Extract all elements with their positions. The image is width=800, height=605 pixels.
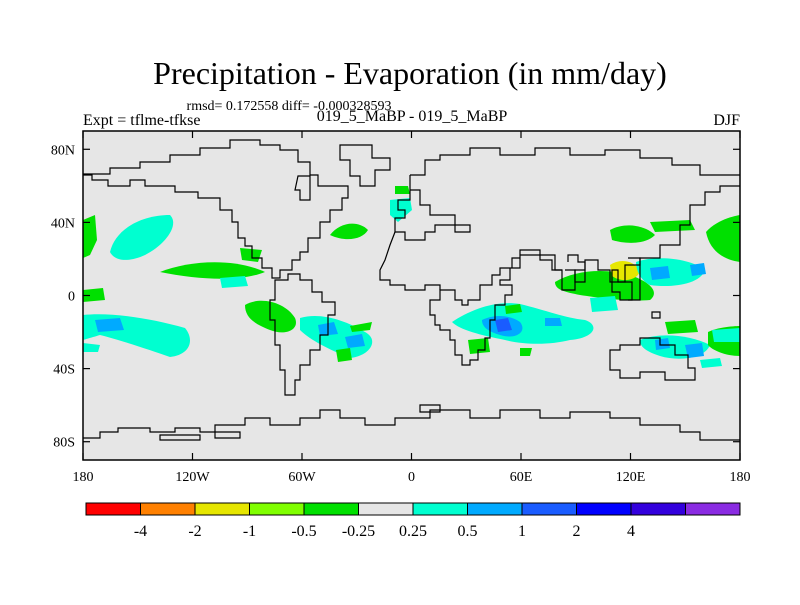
contour-region: [650, 266, 670, 280]
coastline: [214, 431, 241, 439]
contour-region: [350, 322, 372, 332]
colorbar-label: -2: [188, 523, 201, 540]
coastline: [394, 175, 471, 241]
colorbar-swatch: [630, 502, 686, 516]
colorbar-label: 1: [518, 523, 526, 540]
experiment-label: Expt = tflme-tfkse: [83, 112, 200, 129]
contour-region: [468, 338, 490, 354]
x-axis: 180 120W 60W 0 60E 120E 180: [73, 131, 751, 485]
coastline: [628, 257, 641, 301]
coastlines: [83, 139, 740, 441]
season-label: DJF: [713, 112, 740, 129]
contour-region: [706, 215, 740, 262]
contour-region: [110, 215, 174, 260]
colorbar-label: 4: [627, 523, 635, 540]
contour-region: [505, 304, 522, 314]
contour-region: [452, 303, 594, 344]
contour-region: [690, 263, 706, 276]
coastline: [565, 254, 586, 283]
coastline: [609, 337, 696, 381]
contour-region: [495, 318, 512, 332]
contour-region: [395, 186, 410, 194]
coastline: [294, 175, 311, 201]
contour-region: [336, 348, 352, 362]
coastline: [159, 434, 201, 441]
colorbar-swatch: [467, 502, 523, 516]
colorbar-swatch: [358, 502, 414, 516]
coastline: [83, 409, 740, 441]
contour-region: [83, 343, 100, 352]
contour-region: [95, 318, 124, 332]
y-tick-label: 0: [68, 290, 75, 305]
contour-region: [520, 348, 532, 356]
colorbar-swatch: [249, 502, 305, 516]
x-tick-label: 60W: [288, 470, 316, 485]
x-tick-label: 180: [73, 470, 94, 485]
colorbar-label: 0.5: [458, 523, 478, 540]
x-tick-label: 0: [408, 470, 415, 485]
colorbar-label: -1: [243, 523, 256, 540]
x-tick-label: 60E: [510, 470, 533, 485]
contour-region: [345, 334, 365, 348]
contour-region: [610, 225, 655, 243]
stats-label: rmsd= 0.172558 diff= -0.000328593: [187, 99, 392, 114]
coastline: [651, 311, 661, 319]
contour-region: [685, 343, 704, 358]
figure-title: Precipitation - Evaporation (in mm/day): [153, 55, 667, 91]
contour-region: [650, 220, 695, 232]
colorbar-label: -4: [134, 523, 147, 540]
coastline: [83, 139, 349, 279]
colorbar-swatch: [685, 502, 741, 516]
colorbar-label: 2: [573, 523, 581, 540]
contour-region: [712, 328, 740, 342]
x-tick-label: 180: [730, 470, 751, 485]
coastline: [339, 144, 391, 187]
colorbar-swatch: [85, 502, 141, 516]
colorbar-label: -0.25: [342, 523, 375, 540]
colorbar-swatch: [140, 502, 196, 516]
y-tick-label: 80N: [51, 143, 75, 158]
colorbar-swatch: [521, 502, 577, 516]
coastline: [379, 231, 441, 291]
coastline: [419, 404, 441, 413]
contour-region: [700, 358, 722, 368]
contour-region: [160, 262, 265, 279]
coastline: [429, 185, 740, 366]
contour-region: [83, 288, 105, 302]
contour-region: [83, 225, 88, 240]
coastline: [269, 273, 336, 396]
colorbar-label: -0.5: [291, 523, 316, 540]
contour-region: [655, 338, 670, 350]
y-tick-label: 40N: [51, 216, 75, 231]
colorbar-swatch: [576, 502, 632, 516]
y-axis: 80N 40N 0 40S 80S: [51, 143, 740, 451]
contour-region: [545, 318, 562, 326]
colorbar-swatch: [303, 502, 359, 516]
colorbar-swatch: [412, 502, 468, 516]
x-tick-label: 120W: [175, 470, 210, 485]
coastline: [540, 254, 562, 271]
contour-region: [590, 296, 618, 312]
y-tick-label: 80S: [53, 436, 75, 451]
contour-region: [665, 320, 698, 334]
contour-region: [330, 223, 368, 240]
x-tick-label: 120E: [616, 470, 646, 485]
colorbar-label: 0.25: [399, 523, 427, 540]
contour-layer: [83, 186, 740, 368]
case-label: 019_5_MaBP - 019_5_MaBP: [317, 108, 508, 125]
contour-region: [220, 276, 248, 288]
colorbar-swatch: [194, 502, 250, 516]
coastline: [410, 147, 740, 176]
y-tick-label: 40S: [53, 363, 75, 378]
colorbar: -4 -2 -1 -0.5 -0.25 0.25 0.5 1 2 4: [85, 502, 741, 540]
